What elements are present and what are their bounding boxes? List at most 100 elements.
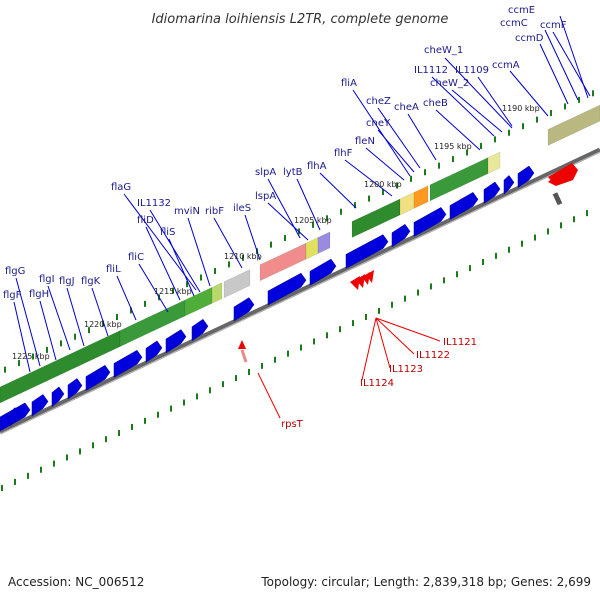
cds-arrow[interactable] xyxy=(113,349,143,378)
cds-arrow[interactable] xyxy=(191,318,209,342)
label-leader-line xyxy=(365,147,405,181)
gene-label-flgJ[interactable]: flgJ xyxy=(59,276,75,287)
label-leader-line xyxy=(145,226,181,301)
gene-label-flaG[interactable]: flaG xyxy=(111,182,131,193)
label-leader-line xyxy=(91,287,109,337)
label-leader-line xyxy=(66,287,85,347)
kbp-labels: 1190 kbp 1195 kbp 1200 kbp 1205 kbp 1210… xyxy=(12,104,540,361)
label-leader-line xyxy=(407,113,437,161)
gene-label-ccmA[interactable]: ccmA xyxy=(492,60,520,71)
gene-label-IL1132[interactable]: IL1132 xyxy=(137,198,171,209)
feature-block[interactable] xyxy=(487,151,501,175)
gene-label-ccmC[interactable]: ccmC xyxy=(500,18,528,29)
gene-label-mviN[interactable]: mviN xyxy=(174,206,200,217)
feature-block[interactable] xyxy=(351,198,401,238)
feature-block[interactable] xyxy=(547,104,600,146)
gene-label-fliL[interactable]: fliL xyxy=(106,264,121,275)
gene-label-ileS[interactable]: ileS xyxy=(233,203,251,214)
gene-label-flgH[interactable]: flgH xyxy=(29,289,49,300)
cds-arrow[interactable] xyxy=(413,207,447,237)
gene-label-IL1112[interactable]: IL1112 xyxy=(414,65,448,76)
gene-label-ccmF[interactable]: ccmF xyxy=(540,20,567,31)
cds-arrow[interactable] xyxy=(503,175,515,195)
gene-label-fliC[interactable]: fliC xyxy=(128,252,144,263)
label-leader-line xyxy=(15,277,41,367)
gene-label-ccmD[interactable]: ccmD xyxy=(515,33,544,44)
gene-label-flhF[interactable]: flhF xyxy=(334,148,353,159)
gene-label-flgF[interactable]: flgF xyxy=(3,290,22,301)
cds-arrow[interactable] xyxy=(267,272,307,306)
gene-label-flgG[interactable]: flgG xyxy=(5,266,25,277)
gene-label-IL1109[interactable]: IL1109 xyxy=(455,65,489,76)
cds-arrow[interactable] xyxy=(517,165,535,189)
feature-block[interactable] xyxy=(211,282,223,304)
label-leader-line xyxy=(267,202,309,241)
cds-arrow[interactable] xyxy=(67,378,83,400)
feature-block[interactable] xyxy=(399,192,415,216)
label-leader-line xyxy=(377,107,421,169)
feature-block[interactable] xyxy=(413,185,429,209)
feature-block[interactable] xyxy=(317,231,331,254)
cds-arrow[interactable] xyxy=(483,181,501,204)
cds-arrow[interactable] xyxy=(165,329,187,354)
gene-label-fliD[interactable]: fliD xyxy=(137,215,154,226)
red-feature-arrow-right[interactable] xyxy=(548,163,578,186)
label-leader-line xyxy=(539,43,569,105)
cds-arrow[interactable] xyxy=(51,386,65,408)
color-track xyxy=(0,104,600,404)
gene-label-cheB[interactable]: cheB xyxy=(423,98,448,109)
red-feature-arrow-small[interactable] xyxy=(548,176,556,186)
gene-label-slpA[interactable]: slpA xyxy=(255,167,276,178)
cds-arrow[interactable] xyxy=(233,297,255,322)
cds-arrow[interactable] xyxy=(391,223,411,248)
gene-label-ccmE[interactable]: ccmE xyxy=(508,5,535,16)
label-leader-line xyxy=(377,129,415,173)
label-leader-line xyxy=(509,70,549,117)
label-leader-line xyxy=(244,214,261,261)
gene-label-fleN[interactable]: fleN xyxy=(355,136,375,147)
label-leader-line xyxy=(168,238,195,297)
cds-arrow[interactable] xyxy=(309,258,337,286)
red-label-il1124[interactable]: IL1124 xyxy=(360,378,394,389)
cds-arrow[interactable] xyxy=(449,192,479,220)
red-feature-arrow-il1121[interactable] xyxy=(350,276,360,290)
gene-label-ribF[interactable]: ribF xyxy=(205,206,224,217)
cds-arrow[interactable] xyxy=(9,407,21,427)
label-leader-line xyxy=(352,89,411,177)
gene-label-lytB[interactable]: lytB xyxy=(283,167,303,178)
gene-label-cheY[interactable]: cheY xyxy=(366,118,391,129)
red-label-il1122[interactable]: IL1122 xyxy=(416,350,450,361)
gene-label-flhA[interactable]: flhA xyxy=(307,161,327,172)
label-leader-line xyxy=(544,29,579,101)
label-leader-line xyxy=(552,31,591,97)
gene-label-cheW_2[interactable]: cheW_2 xyxy=(430,78,469,89)
genome-backbone xyxy=(0,147,600,435)
gene-label-lspA[interactable]: lspA xyxy=(255,191,276,202)
gene-label-flgI[interactable]: flgI xyxy=(39,274,55,285)
gene-label-fliA[interactable]: fliA xyxy=(341,78,357,89)
gene-label-flgK[interactable]: flgK xyxy=(81,276,101,287)
gene-label-cheZ[interactable]: cheZ xyxy=(366,96,391,107)
red-label-rpst[interactable]: rpsT xyxy=(281,419,304,430)
cds-arrow[interactable] xyxy=(345,234,389,269)
red-label-il1123[interactable]: IL1123 xyxy=(389,364,423,375)
red-feature-arrow-rpst[interactable] xyxy=(238,340,246,349)
feature-block[interactable] xyxy=(305,237,319,260)
feature-block[interactable] xyxy=(223,269,251,299)
grey-feature-block[interactable] xyxy=(552,192,563,206)
gene-label-cheW_1[interactable]: cheW_1 xyxy=(424,45,463,56)
cds-arrow[interactable] xyxy=(145,340,163,363)
gene-label-fliS[interactable]: fliS xyxy=(160,227,175,238)
gc-ticks xyxy=(1,210,588,492)
red-label-il1121[interactable]: IL1121 xyxy=(443,337,477,348)
cds-arrow[interactable] xyxy=(31,394,49,417)
label-leader-line xyxy=(444,57,513,129)
kbp-label-1205: 1205 kbp xyxy=(294,216,332,225)
red-feature-arrow-il1124[interactable] xyxy=(366,270,374,283)
gene-label-cheA[interactable]: cheA xyxy=(394,102,419,113)
map-title: Idiomarina loihiensis L2TR, complete gen… xyxy=(152,12,449,27)
accession-text: Accession: NC_006512 xyxy=(8,575,145,589)
cds-arrow[interactable] xyxy=(85,364,111,392)
label-leader-line xyxy=(138,263,169,313)
